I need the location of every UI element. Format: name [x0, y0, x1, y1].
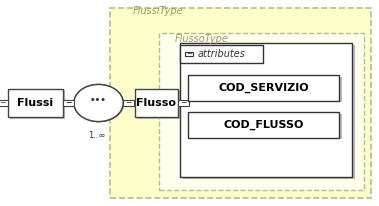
Bar: [10, 90, 65, 119]
Bar: [183, 45, 355, 179]
Bar: [159, 33, 364, 190]
Bar: [180, 43, 352, 177]
Text: −: −: [186, 51, 192, 57]
Ellipse shape: [74, 84, 123, 122]
Bar: [8, 89, 63, 117]
Bar: [190, 77, 342, 102]
Bar: [135, 89, 178, 117]
Text: Flussi: Flussi: [17, 98, 53, 108]
Text: −: −: [0, 98, 5, 108]
Text: −: −: [66, 98, 72, 108]
Bar: [190, 114, 342, 139]
Bar: [123, 100, 134, 106]
Bar: [185, 52, 193, 56]
Text: •••: •••: [90, 96, 107, 105]
Ellipse shape: [75, 85, 125, 122]
Bar: [110, 8, 371, 198]
Text: FlussiType: FlussiType: [133, 6, 183, 16]
Text: COD_FLUSSO: COD_FLUSSO: [223, 120, 304, 130]
Text: Flusso: Flusso: [136, 98, 176, 108]
Bar: [180, 45, 263, 63]
Text: COD_SERVIZIO: COD_SERVIZIO: [218, 83, 309, 93]
Text: −: −: [125, 98, 132, 108]
Text: −: −: [180, 98, 186, 108]
Bar: [63, 100, 74, 106]
Text: −: −: [65, 98, 71, 108]
Bar: [0, 100, 8, 106]
Ellipse shape: [74, 84, 123, 122]
Bar: [137, 90, 181, 119]
Bar: [63, 100, 73, 106]
Bar: [188, 112, 339, 138]
Text: 1..∞: 1..∞: [88, 131, 105, 140]
Text: attributes: attributes: [197, 49, 245, 59]
Bar: [188, 75, 339, 101]
Bar: [178, 100, 189, 106]
Text: FlussoType: FlussoType: [174, 34, 228, 44]
